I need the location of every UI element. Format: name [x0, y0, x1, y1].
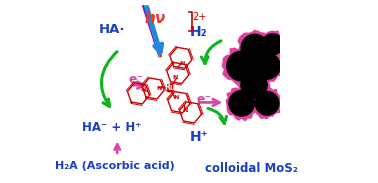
Text: colloidal MoS₂: colloidal MoS₂	[205, 162, 298, 175]
Text: e⁻: e⁻	[197, 93, 212, 106]
Circle shape	[227, 51, 257, 81]
Text: hν: hν	[145, 11, 166, 26]
Circle shape	[255, 92, 279, 115]
Text: HA⁻ + H⁺: HA⁻ + H⁺	[82, 121, 141, 134]
Circle shape	[229, 91, 254, 116]
Circle shape	[241, 34, 268, 61]
Circle shape	[166, 84, 174, 92]
Text: Ru: Ru	[164, 83, 176, 92]
Polygon shape	[259, 31, 287, 59]
Polygon shape	[249, 49, 284, 84]
Text: N: N	[179, 61, 184, 66]
Text: N: N	[172, 75, 178, 80]
Polygon shape	[237, 68, 270, 103]
Circle shape	[254, 53, 280, 79]
Text: e⁻: e⁻	[129, 73, 144, 86]
Polygon shape	[251, 88, 282, 118]
Text: N: N	[183, 108, 188, 113]
Text: 2+: 2+	[192, 12, 206, 23]
Text: H⁺: H⁺	[189, 130, 208, 144]
Text: HA·: HA·	[99, 23, 125, 36]
Text: H₂A (Ascorbic acid): H₂A (Ascorbic acid)	[55, 161, 174, 171]
Text: N: N	[156, 86, 161, 91]
Polygon shape	[222, 47, 261, 85]
Polygon shape	[226, 88, 258, 121]
Circle shape	[241, 72, 267, 98]
Circle shape	[262, 34, 283, 55]
Text: N: N	[140, 87, 146, 92]
Polygon shape	[237, 30, 273, 66]
Text: N: N	[174, 95, 179, 100]
Text: H₂: H₂	[190, 25, 208, 39]
